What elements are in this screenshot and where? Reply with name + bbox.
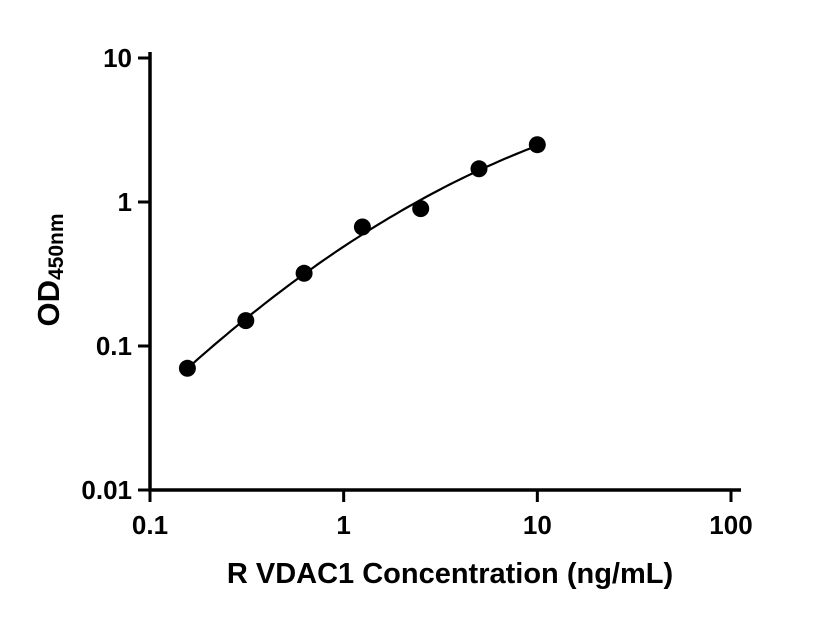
- data-point: [528, 136, 546, 154]
- y-tick-label: 0.01: [81, 475, 132, 505]
- y-axis-title: OD450nm: [31, 100, 75, 440]
- x-tick-label: 10: [523, 510, 552, 540]
- data-point: [470, 160, 488, 178]
- data-point: [412, 200, 430, 218]
- y-tick-label: 10: [103, 43, 132, 73]
- fit-curve: [186, 144, 538, 370]
- data-point: [353, 218, 371, 236]
- x-tick-label: 0.1: [132, 510, 168, 540]
- x-axis-title: R VDAC1 Concentration (ng/mL): [226, 558, 674, 590]
- x-tick-label: 1: [336, 510, 350, 540]
- y-axis-title-main: OD: [31, 280, 66, 327]
- axes-lines: [148, 52, 741, 492]
- data-point: [237, 312, 255, 330]
- data-point: [178, 359, 196, 377]
- y-tick-label: 0.1: [96, 331, 132, 361]
- data-point: [295, 264, 313, 282]
- y-axis-title-subscript: 450nm: [45, 213, 68, 281]
- x-tick-label: 100: [709, 510, 752, 540]
- y-tick-label: 1: [118, 187, 132, 217]
